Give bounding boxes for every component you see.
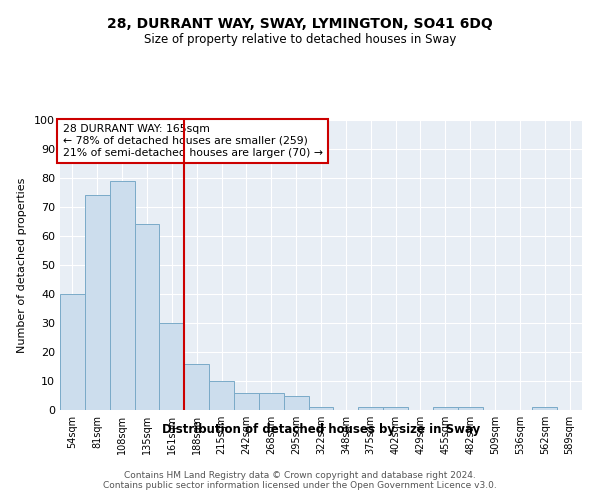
Bar (184, 364, 209, 410)
Bar (110, 181, 134, 410)
Bar (259, 392, 284, 410)
Text: Contains HM Land Registry data © Crown copyright and database right 2024.
Contai: Contains HM Land Registry data © Crown c… (103, 470, 497, 490)
Bar (134, 224, 160, 410)
Bar (458, 407, 482, 410)
Bar (234, 392, 259, 410)
Text: 28, DURRANT WAY, SWAY, LYMINGTON, SO41 6DQ: 28, DURRANT WAY, SWAY, LYMINGTON, SO41 6… (107, 18, 493, 32)
Bar (308, 407, 334, 410)
Y-axis label: Number of detached properties: Number of detached properties (17, 178, 27, 352)
Text: Distribution of detached houses by size in Sway: Distribution of detached houses by size … (162, 422, 480, 436)
Bar (284, 396, 308, 410)
Bar (85, 196, 110, 410)
Text: Size of property relative to detached houses in Sway: Size of property relative to detached ho… (144, 32, 456, 46)
Bar (209, 381, 234, 410)
Bar (160, 323, 184, 410)
Bar (60, 294, 85, 410)
Text: 28 DURRANT WAY: 165sqm
← 78% of detached houses are smaller (259)
21% of semi-de: 28 DURRANT WAY: 165sqm ← 78% of detached… (62, 124, 323, 158)
Bar (532, 407, 557, 410)
Bar (358, 407, 383, 410)
Bar (383, 407, 408, 410)
Bar (433, 407, 458, 410)
